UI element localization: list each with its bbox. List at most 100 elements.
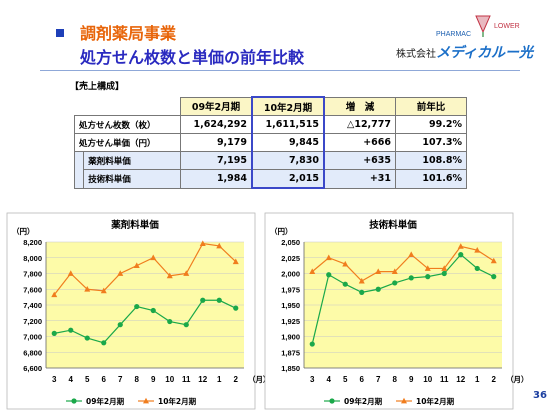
data-point xyxy=(216,242,223,249)
series-line xyxy=(53,242,237,296)
data-point xyxy=(457,243,464,249)
data-point xyxy=(84,286,91,292)
x-tick-label: 4 xyxy=(327,375,332,384)
y-tick-label: 2,050 xyxy=(281,238,300,247)
x-tick-label: 12 xyxy=(456,375,465,384)
y-axis-label: （円） xyxy=(12,226,35,236)
y-tick-label: 1,875 xyxy=(281,348,300,357)
cell: 101.6% xyxy=(395,169,467,189)
y-tick-label: 8,200 xyxy=(23,238,42,247)
logo-text-left: PHARMAC xyxy=(436,31,471,38)
cell: 1,611,515 xyxy=(251,115,325,134)
data-point xyxy=(342,281,348,287)
table-row: 技術料単価 1,984 2,015 +31 101.6% xyxy=(73,169,467,189)
y-tick-label: 7,400 xyxy=(23,301,42,310)
series-line xyxy=(54,299,237,344)
cell: 9,845 xyxy=(251,133,325,152)
company-brand: メディカルー光 xyxy=(436,45,534,61)
x-tick-label: 10 xyxy=(165,375,174,384)
title-divider xyxy=(40,70,520,71)
data-point xyxy=(474,265,480,272)
col-header-diff: 増 減 xyxy=(323,96,396,116)
y-tick-label: 1,975 xyxy=(281,285,300,294)
y-tick-label: 2,025 xyxy=(281,254,300,263)
row-label: 処方せん単価（円） xyxy=(74,133,181,152)
data-point xyxy=(67,270,74,276)
drug-price-chart: 8,200 8,000 7,800 7,600 7,400 7,200 7,000 6,800… xyxy=(6,212,271,410)
cell: +666 xyxy=(323,133,396,152)
chart-title: 技術料単価 xyxy=(369,219,417,231)
data-point xyxy=(326,272,332,278)
cell: 107.3% xyxy=(395,133,467,152)
x-tick-label: 2 xyxy=(234,375,239,384)
data-point xyxy=(375,268,382,275)
x-tick-label: 2 xyxy=(492,375,497,384)
sales-table: 09年2月期 10年2月期 増 減 前年比 処方せん枚数（枚） 1,624,29… xyxy=(73,96,467,189)
data-point xyxy=(490,257,497,264)
legend-marker xyxy=(143,397,149,404)
cell: +635 xyxy=(323,151,396,170)
data-point xyxy=(309,268,316,275)
data-point xyxy=(199,240,206,246)
data-point xyxy=(84,335,90,341)
x-tick-label: 3 xyxy=(310,375,315,384)
x-tick-label: 3 xyxy=(52,375,57,384)
data-point xyxy=(117,322,123,328)
table-row: 薬剤料単価 7,195 7,830 +635 108.8% xyxy=(73,151,467,170)
data-point xyxy=(166,272,173,279)
data-point xyxy=(150,307,156,314)
data-point xyxy=(100,287,107,294)
title-bullet xyxy=(56,29,64,37)
y-tick-label: 8,000 xyxy=(23,254,42,263)
x-tick-label: 9 xyxy=(409,375,414,384)
cell: 1,624,292 xyxy=(180,115,253,134)
row-label: 技術料単価 xyxy=(83,169,181,189)
y-tick-label: 1,850 xyxy=(281,364,300,373)
x-tick-label: 11 xyxy=(182,375,191,384)
table-row: 処方せん単価（円） 9,179 9,845 +666 107.3% xyxy=(74,133,467,152)
x-tick-label: 8 xyxy=(393,375,398,384)
y-tick-label: 7,600 xyxy=(23,285,42,294)
x-tick-label: 1 xyxy=(475,375,480,384)
data-point xyxy=(51,291,58,298)
x-axis-label: （月） xyxy=(506,374,529,384)
sales-heading: 【売上構成】 xyxy=(70,82,125,92)
legend-label: 09年2月期 xyxy=(344,396,383,406)
x-tick-label: 7 xyxy=(376,375,381,384)
col-header-10: 10年2月期 xyxy=(251,96,325,116)
y-axis-label: （円） xyxy=(270,226,293,236)
data-point xyxy=(408,275,414,281)
data-point xyxy=(392,280,398,286)
data-point xyxy=(216,297,222,303)
data-point xyxy=(68,327,74,333)
x-tick-label: 4 xyxy=(69,375,74,384)
cell: 108.8% xyxy=(395,151,467,170)
data-point xyxy=(183,322,189,328)
data-point xyxy=(342,260,349,267)
y-tick-label: 1,950 xyxy=(281,301,300,310)
data-point xyxy=(491,274,497,280)
y-tick-label: 2,000 xyxy=(281,270,300,279)
data-point xyxy=(391,268,398,275)
x-tick-label: 6 xyxy=(102,375,107,384)
x-tick-label: 7 xyxy=(118,375,123,384)
row-label: 処方せん枚数（枚） xyxy=(74,115,181,134)
data-point xyxy=(134,303,140,310)
data-point xyxy=(474,246,481,253)
x-tick-label: 1 xyxy=(217,375,222,384)
x-tick-label: 12 xyxy=(198,375,207,384)
page-number: 36 xyxy=(533,390,547,401)
data-point xyxy=(424,265,431,271)
data-point xyxy=(233,305,239,311)
company-logo: PHARMAC LOWER xyxy=(436,15,520,38)
company-name: 株式会社メディカルー光 xyxy=(396,42,533,62)
y-tick-label: 7,000 xyxy=(23,333,42,342)
flower-icon xyxy=(475,15,491,34)
row-label: 薬剤料単価 xyxy=(83,151,181,170)
data-point xyxy=(309,341,315,347)
x-tick-label: 5 xyxy=(343,375,348,384)
data-point xyxy=(408,251,415,257)
x-tick-label: 9 xyxy=(151,375,156,384)
data-point xyxy=(200,297,206,303)
y-tick-label: 7,800 xyxy=(23,270,42,279)
